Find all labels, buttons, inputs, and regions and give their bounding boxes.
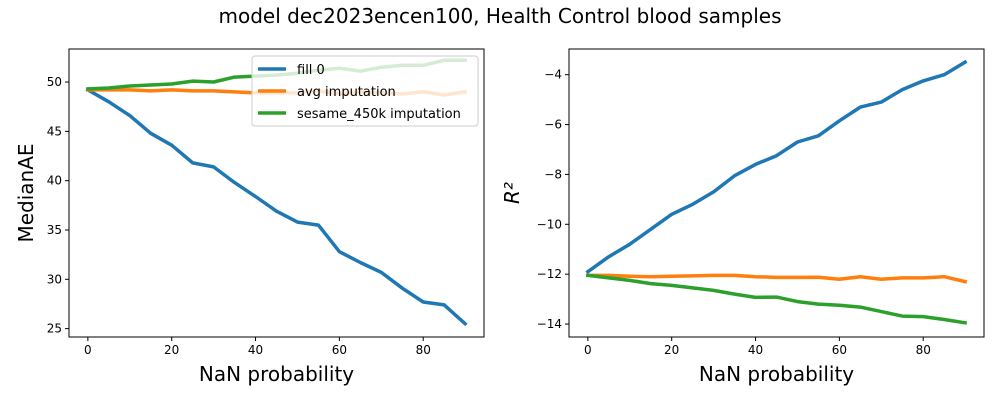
plot-frame (68, 48, 485, 338)
y-tick-label: 35 (47, 223, 62, 237)
y-tick-label: 40 (47, 174, 62, 188)
x-tick-label: 0 (584, 343, 592, 357)
x-tick-label: 20 (164, 343, 179, 357)
y-tick-label: −10 (537, 217, 562, 231)
x-tick-label: 40 (748, 343, 763, 357)
y-axis-label: MedianAE (14, 143, 38, 242)
legend-box (251, 55, 479, 127)
y-axis-label: R² (500, 182, 524, 204)
plot-frame (568, 48, 985, 338)
legend-label-avg-imputation: avg imputation (297, 85, 396, 100)
figure-title: model dec2023encen100, Health Control bl… (218, 4, 782, 28)
legend-label-fill-0: fill 0 (297, 63, 325, 78)
x-tick-label: 0 (84, 343, 92, 357)
y-tick-label: 25 (47, 322, 62, 336)
x-axis-label: NaN probability (199, 362, 354, 386)
series-line-avg-imputation (586, 273, 968, 284)
legend-label-sesame-450k-imputation: sesame_450k imputation (297, 107, 461, 122)
x-tick-label: 40 (248, 343, 263, 357)
x-tick-label: 20 (664, 343, 679, 357)
series-line-fill-0 (85, 87, 468, 327)
y-tick-label: −4 (544, 68, 562, 82)
y-tick-label: −12 (537, 267, 562, 281)
series-line-fill-0 (585, 59, 968, 275)
chart-medianae: 0 20 40 60 80 25 30 35 40 45 50 NaN probability Medi… (14, 48, 485, 386)
x-axis-label: NaN probability (699, 362, 854, 386)
y-tick-label: 30 (47, 272, 62, 286)
legend: fill 0 avg imputation sesame_450k imputati… (251, 55, 479, 127)
x-tick-label: 80 (416, 343, 431, 357)
x-tick-label: 80 (916, 343, 931, 357)
x-tick-label: 60 (332, 343, 347, 357)
x-tick-label: 60 (832, 343, 847, 357)
series-line-sesame-450k-imputation (585, 273, 968, 325)
y-tick-label: 45 (47, 124, 62, 138)
y-tick-label: −8 (544, 167, 562, 181)
y-tick-label: −6 (544, 118, 562, 132)
chart-r2: 0 20 40 60 80 −14 −12 −10 −8 −6 −4 NaN probability R… (500, 48, 985, 386)
y-tick-label: −14 (537, 317, 562, 331)
y-tick-label: 50 (47, 75, 62, 89)
